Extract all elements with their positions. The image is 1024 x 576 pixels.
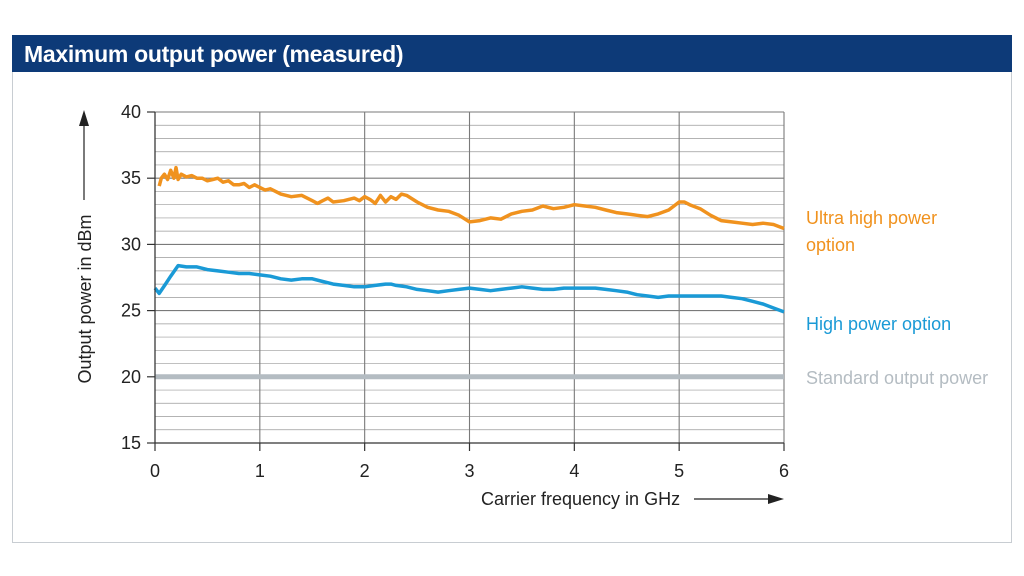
y-tick-label: 35 <box>121 168 141 188</box>
y-tick-label: 15 <box>121 433 141 453</box>
y-axis-title: Output power in dBm <box>75 214 95 383</box>
y-tick-label: 25 <box>121 301 141 321</box>
x-axis-title: Carrier frequency in GHz <box>481 489 680 509</box>
grid <box>154 111 785 444</box>
y-tick-label: 40 <box>121 102 141 122</box>
y-axis-arrowhead <box>79 110 89 126</box>
series-layer <box>153 165 785 380</box>
series-line-ultra-high-power-option <box>157 165 785 231</box>
x-tick-label: 1 <box>255 461 265 481</box>
axes: 15 20 25 30 35 40 0 1 2 3 4 5 6 Carrier frequency in … <box>75 102 789 509</box>
legend: Ultra high power option High power option S… <box>806 208 988 388</box>
x-tick-label: 2 <box>360 461 370 481</box>
x-tick-label: 5 <box>674 461 684 481</box>
legend-label-standard-output-power: Standard output power <box>806 368 988 388</box>
y-tick-label: 30 <box>121 234 141 254</box>
x-tick-label: 6 <box>779 461 789 481</box>
page-title: Maximum output power (measured) <box>24 41 404 67</box>
legend-label-high-power-option: High power option <box>806 314 951 334</box>
legend-label-ultra-high-power-option: option <box>806 235 855 255</box>
chart-header: Maximum output power (measured) <box>12 35 1012 72</box>
series-line-high-power-option <box>153 263 785 314</box>
x-tick-label: 3 <box>464 461 474 481</box>
x-tick-label: 4 <box>569 461 579 481</box>
x-axis-arrowhead <box>768 494 784 504</box>
legend-label-ultra-high-power-option: Ultra high power <box>806 208 937 228</box>
y-tick-label: 20 <box>121 367 141 387</box>
x-tick-label: 0 <box>150 461 160 481</box>
